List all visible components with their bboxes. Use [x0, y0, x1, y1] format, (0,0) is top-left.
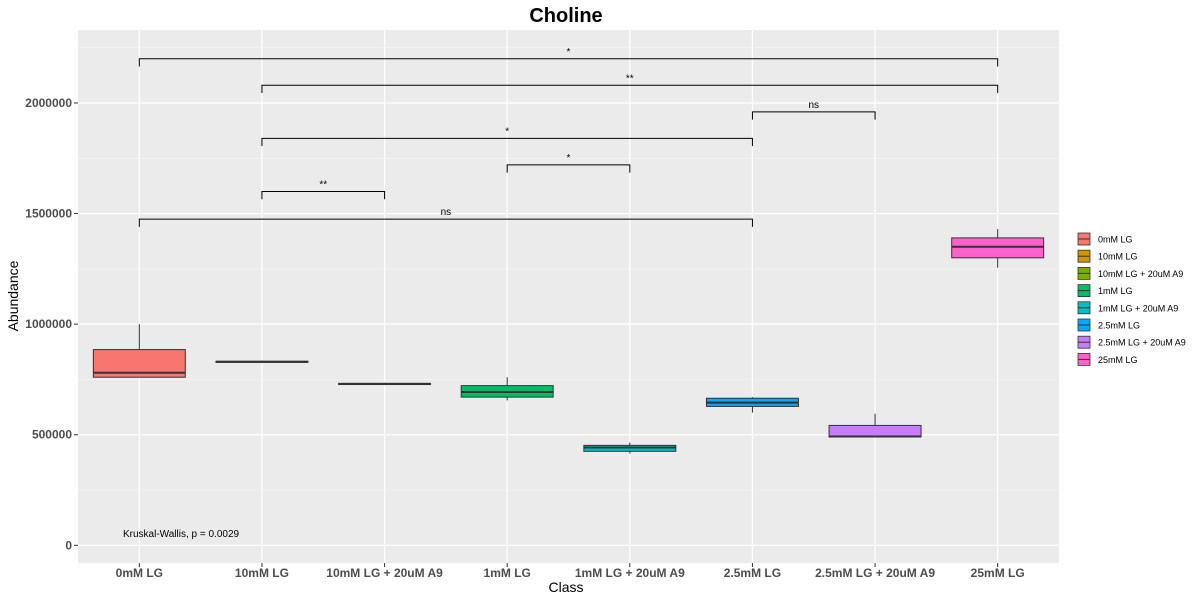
legend-label: 10mM LG + 20uM A9 [1098, 269, 1183, 279]
legend-item: 1mM LG + 20uM A9 [1077, 301, 1178, 315]
x-tick-label: 0mM LG [116, 566, 163, 580]
box-layer [92, 229, 1045, 454]
significance-label: * [505, 126, 509, 137]
legend-item: 10mM LG [1077, 249, 1138, 263]
plot-panel [78, 30, 1059, 563]
bracket-line [506, 164, 631, 173]
legend: 0mM LG 10mM LG 10mM LG + 20uM A9 1mM LG 1mM … [1077, 232, 1186, 366]
significance-label: ns [441, 207, 452, 218]
legend-label: 10mM LG [1098, 252, 1138, 262]
significance-label: ** [626, 73, 634, 84]
box-1 [92, 324, 186, 378]
legend-item: 25mM LG [1077, 352, 1138, 366]
bracket-line [261, 190, 386, 200]
legend-item: 1mM LG [1077, 284, 1133, 298]
significance-label: * [567, 47, 571, 58]
legend-label: 1mM LG [1098, 286, 1133, 296]
comparison-bracket: ** [261, 73, 999, 94]
y-axis-ticks: 0 500000 1000000 1500000 2000000 [25, 96, 78, 552]
y-tick-label: 500000 [32, 428, 72, 442]
legend-label: 0mM LG [1098, 235, 1133, 245]
box-3 [338, 382, 432, 386]
significance-label: ns [808, 100, 819, 111]
comparison-bracket: ns [751, 100, 876, 120]
box-5 [583, 442, 677, 454]
x-tick-label: 25mM LG [971, 566, 1025, 580]
x-tick-label: 10mM LG + 20uM A9 [326, 566, 443, 580]
comparison-layer: ***ns****ns [138, 47, 999, 227]
comparison-bracket: * [138, 47, 999, 67]
box-6 [705, 397, 799, 413]
y-axis-title: Abundance [5, 260, 21, 331]
bracket-line [138, 218, 753, 227]
grid-layer [78, 30, 1059, 563]
stat-test-label: Kruskal-Wallis, p = 0.0029 [123, 529, 240, 540]
bracket-line [751, 111, 876, 120]
legend-item: 0mM LG [1077, 232, 1133, 246]
x-tick-label: 1mM LG [484, 566, 531, 580]
legend-label: 2.5mM LG + 20uM A9 [1098, 338, 1186, 348]
box-body [951, 237, 1045, 259]
x-tick-label: 1mM LG + 20uM A9 [575, 566, 685, 580]
comparison-bracket: * [506, 153, 631, 173]
y-tick-label: 2000000 [25, 96, 72, 110]
significance-label: ** [319, 179, 327, 190]
legend-label: 2.5mM LG [1098, 321, 1140, 331]
y-tick-label: 1000000 [25, 317, 72, 331]
box-7 [828, 413, 922, 438]
box-2 [215, 360, 309, 363]
x-tick-label: 2.5mM LG [724, 566, 781, 580]
comparison-bracket: ns [138, 207, 753, 227]
y-tick-label: 1500000 [25, 207, 72, 221]
legend-label: 1mM LG + 20uM A9 [1098, 303, 1178, 313]
comparison-bracket: ** [261, 179, 386, 200]
x-axis-title: Class [548, 579, 583, 595]
bracket-line [261, 137, 753, 147]
significance-label: * [567, 153, 571, 164]
legend-item: 2.5mM LG [1077, 318, 1140, 332]
box-8 [951, 229, 1045, 268]
legend-item: 10mM LG + 20uM A9 [1077, 266, 1183, 280]
bracket-line [138, 58, 999, 67]
comparison-bracket: * [261, 126, 753, 147]
x-tick-label: 10mM LG [235, 566, 289, 580]
bracket-line [261, 84, 999, 94]
x-tick-label: 2.5mM LG + 20uM A9 [815, 566, 935, 580]
x-axis-ticks: 0mM LG 10mM LG 10mM LG + 20uM A9 1mM LG 1mM … [116, 563, 1025, 580]
legend-item: 2.5mM LG + 20uM A9 [1077, 335, 1186, 349]
box-body [828, 424, 922, 438]
box-4 [460, 377, 554, 401]
legend-label: 25mM LG [1098, 355, 1138, 365]
y-tick-label: 0 [65, 538, 72, 552]
chart-title: Choline [529, 5, 602, 27]
